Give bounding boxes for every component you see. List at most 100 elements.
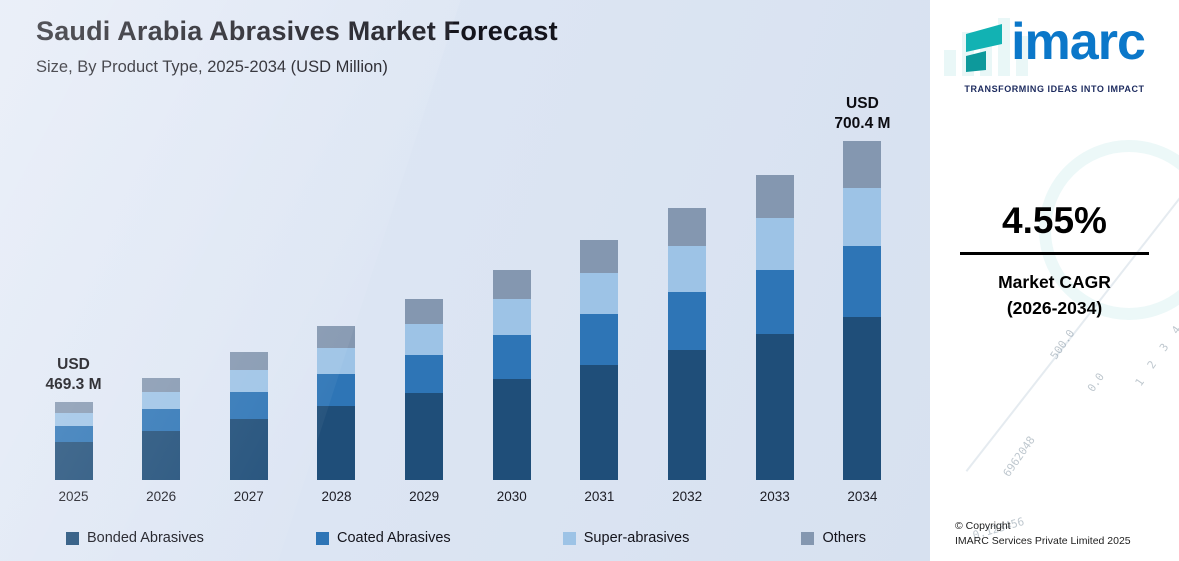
bar-column-2034: USD 700.4 M 2034 <box>819 95 906 504</box>
x-axis-label-2033: 2033 <box>759 489 790 504</box>
legend-label: Bonded Abrasives <box>87 530 204 546</box>
stacked-bar-2025 <box>54 401 93 480</box>
cagr-value: 4.55% <box>1002 200 1107 241</box>
stacked-bar-2026 <box>142 377 181 480</box>
segment-coated-abrasives <box>54 426 93 443</box>
stacked-bar-2034 <box>843 140 882 480</box>
imarc-logo-text: imarc <box>1011 13 1146 71</box>
segment-super-abrasives <box>142 392 181 410</box>
legend-swatch <box>66 531 79 545</box>
bar-value-label-2025: USD 469.3 M <box>45 355 102 393</box>
segment-super-abrasives <box>668 246 707 293</box>
x-axis-label-2028: 2028 <box>321 489 352 504</box>
x-axis-label-2030: 2030 <box>496 489 527 504</box>
segment-bonded-abrasives <box>229 418 268 480</box>
right-panel: 6962048 0.123456 500.0 0.0 1 2 3 4 imarc… <box>930 0 1179 561</box>
copyright-line2: IMARC Services Private Limited 2025 <box>955 535 1131 547</box>
copyright-line1: © Copyright <box>955 520 1011 532</box>
segment-bonded-abrasives <box>843 317 882 480</box>
legend-swatch <box>801 531 815 545</box>
segment-super-abrasives <box>755 217 794 270</box>
legend-label: Super-abrasives <box>583 530 690 546</box>
segment-super-abrasives <box>317 347 356 374</box>
segment-others <box>755 175 794 218</box>
segment-bonded-abrasives <box>580 364 619 480</box>
bar-column-2032: 2032 <box>644 130 731 504</box>
decorative-number: 500.0 <box>1047 327 1078 362</box>
segment-bonded-abrasives <box>54 442 93 480</box>
segment-super-abrasives <box>229 370 268 393</box>
stacked-bar-2027 <box>229 352 268 480</box>
bar-column-2029: 2029 <box>381 130 468 504</box>
legend-label: Coated Abrasives <box>337 530 451 546</box>
bar-column-2026: 2026 <box>118 130 205 504</box>
legend-item-coated-abrasives: Coated Abrasives <box>316 530 451 546</box>
segment-others <box>229 352 268 371</box>
bar-column-2028: 2028 <box>293 130 380 504</box>
imarc-logo: imarc <box>930 13 1179 72</box>
segment-coated-abrasives <box>142 409 181 431</box>
x-axis-label-2027: 2027 <box>233 489 264 504</box>
segment-super-abrasives <box>580 273 619 315</box>
segment-coated-abrasives <box>317 373 356 407</box>
segment-coated-abrasives <box>755 269 794 334</box>
segment-others <box>580 239 619 274</box>
segment-bonded-abrasives <box>492 379 531 480</box>
decorative-number: 1 2 3 4 <box>1132 320 1179 389</box>
segment-others <box>668 208 707 247</box>
x-axis-label-2029: 2029 <box>409 489 440 504</box>
segment-bonded-abrasives <box>405 392 444 480</box>
segment-others <box>54 401 93 413</box>
legend-swatch <box>316 531 329 545</box>
decorative-number: 6962048 <box>1000 433 1038 480</box>
stacked-bar-2030 <box>492 269 531 480</box>
segment-coated-abrasives <box>580 314 619 365</box>
bar-column-2025: USD 469.3 M 2025 <box>30 130 117 504</box>
x-axis-label-2026: 2026 <box>146 489 177 504</box>
chart-section: Saudi Arabia Abrasives Market Forecast S… <box>0 0 930 561</box>
segment-coated-abrasives <box>668 292 707 350</box>
x-axis-label-2032: 2032 <box>672 489 703 504</box>
cagr-divider <box>960 252 1149 255</box>
bar-column-2030: 2030 <box>468 130 555 504</box>
segment-coated-abrasives <box>229 392 268 419</box>
segment-others <box>405 298 444 325</box>
legend-label: Others <box>822 530 866 546</box>
segment-bonded-abrasives <box>755 333 794 480</box>
segment-super-abrasives <box>405 324 444 355</box>
segment-others <box>142 377 181 393</box>
cagr-years: (2026-2034) <box>1006 298 1103 318</box>
legend-swatch <box>562 531 576 545</box>
x-axis-label-2031: 2031 <box>584 489 615 504</box>
segment-coated-abrasives <box>405 354 444 393</box>
segment-super-abrasives <box>492 299 531 335</box>
segment-coated-abrasives <box>492 334 531 379</box>
decorative-number: 0.0 <box>1084 370 1107 395</box>
segment-bonded-abrasives <box>668 349 707 480</box>
segment-others <box>317 326 356 348</box>
cagr-label: Market CAGR <box>998 272 1111 292</box>
x-axis-label-2025: 2025 <box>58 489 89 504</box>
chart-legend: Bonded Abrasives Coated Abrasives Super-ab… <box>66 530 866 546</box>
page-subtitle: Size, By Product Type, 2025-2034 (USD Mi… <box>36 58 388 76</box>
copyright: © Copyright IMARC Services Private Limit… <box>955 519 1131 549</box>
segment-others <box>492 269 531 300</box>
page-title: Saudi Arabia Abrasives Market Forecast <box>36 16 558 46</box>
segment-bonded-abrasives <box>317 406 356 480</box>
segment-super-abrasives <box>54 412 93 427</box>
stacked-bar-2032 <box>668 208 707 480</box>
stacked-bar-2029 <box>405 298 444 480</box>
segment-coated-abrasives <box>843 246 882 318</box>
bar-column-2031: 2031 <box>556 130 643 504</box>
legend-item-super-abrasives: Super-abrasives <box>562 530 690 546</box>
stacked-bar-2033 <box>755 175 794 480</box>
bar-column-2027: 2027 <box>205 130 292 504</box>
bar-chart: USD 469.3 M 2025 2026 2027 2028 2029 2030 2031 20… <box>30 95 906 504</box>
imarc-logo-mark-icon <box>966 24 1003 72</box>
x-axis-label-2034: 2034 <box>847 489 878 504</box>
cagr-block: 4.55% Market CAGR (2026-2034) <box>930 200 1179 321</box>
bar-value-label-2034: USD 700.4 M <box>834 94 891 132</box>
segment-others <box>843 140 882 189</box>
segment-bonded-abrasives <box>142 430 181 480</box>
